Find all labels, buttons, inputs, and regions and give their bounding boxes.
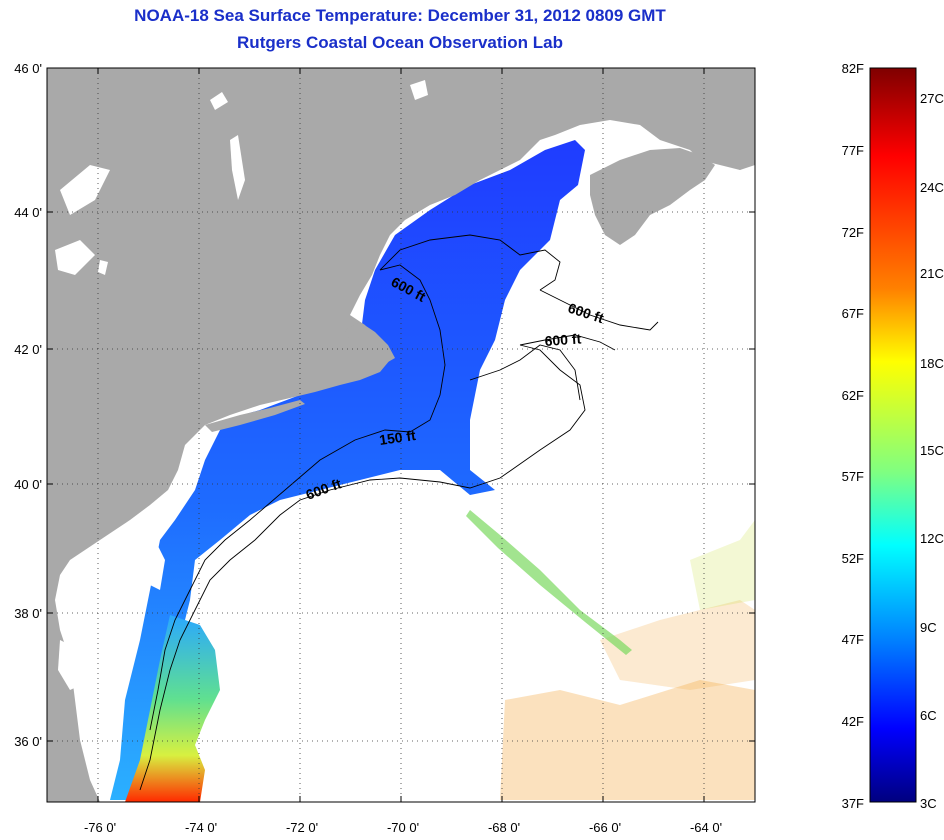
lat-tick-label: 44 0' <box>14 205 42 220</box>
colorbar-f-label: 82F <box>841 61 864 76</box>
colorbar-c-label: 18C <box>920 356 944 371</box>
lon-tick-label: -74 0' <box>184 820 218 835</box>
lon-tick-label: -76 0' <box>83 820 117 835</box>
colorbar-f-label: 47F <box>841 632 864 647</box>
colorbar-f-label: 52F <box>841 551 864 566</box>
lon-tick-label: -66 0' <box>588 820 622 835</box>
lon-tick-label: -68 0' <box>487 820 521 835</box>
contour-600ft-north <box>539 289 659 331</box>
isobath-contours <box>139 234 659 791</box>
colorbar-c-label: 27C <box>920 91 944 106</box>
lon-tick-label: -72 0' <box>285 820 319 835</box>
contour-150ft <box>149 264 446 731</box>
colorbar-f-label: 72F <box>841 225 864 240</box>
colorbar-f-label: 67F <box>841 306 864 321</box>
contour-label: 150 ft <box>378 427 417 448</box>
colorbar <box>869 67 917 803</box>
colorbar-f-label: 57F <box>841 469 864 484</box>
colorbar-c-label: 12C <box>920 531 944 546</box>
lakes <box>55 80 428 275</box>
colorbar-f-label: 37F <box>841 796 864 811</box>
bays <box>58 540 165 760</box>
contour-gom-inner <box>379 234 561 291</box>
land <box>47 68 755 802</box>
contour-600ft-shelf <box>139 344 586 791</box>
lon-tick-label: -70 0' <box>386 820 420 835</box>
lat-tick-label: 36 0' <box>14 734 42 749</box>
colorbar-c-label: 15C <box>920 443 944 458</box>
colorbar-c-label: 9C <box>920 620 937 635</box>
graticule <box>47 68 755 802</box>
shelf-water <box>110 140 585 800</box>
filament-streak <box>466 510 632 655</box>
colorbar-f-label: 77F <box>841 143 864 158</box>
contour-600ft-gom <box>519 334 616 351</box>
warm-water-patches <box>500 520 755 800</box>
colorbar-f-label: 62F <box>841 388 864 403</box>
colorbar-c-label: 21C <box>920 266 944 281</box>
lat-tick-label: 40 0' <box>14 477 42 492</box>
colorbar-c-label: 6C <box>920 708 937 723</box>
colorbar-c-label: 3C <box>920 796 937 811</box>
lat-tick-label: 46 0' <box>14 61 42 76</box>
map-title: NOAA-18 Sea Surface Temperature: Decembe… <box>134 6 666 25</box>
contour-label: 600 ft <box>544 330 582 349</box>
lat-tick-label: 42 0' <box>14 342 42 357</box>
colorbar-f-label: 42F <box>841 714 864 729</box>
lat-tick-label: 38 0' <box>14 606 42 621</box>
lon-tick-label: -64 0' <box>689 820 723 835</box>
contour-georges <box>469 344 581 401</box>
warm-shelf-water <box>125 615 220 802</box>
colorbar-c-label: 24C <box>920 180 944 195</box>
map-subtitle: Rutgers Coastal Ocean Observation Lab <box>237 33 563 52</box>
axis-ticks <box>47 68 755 802</box>
